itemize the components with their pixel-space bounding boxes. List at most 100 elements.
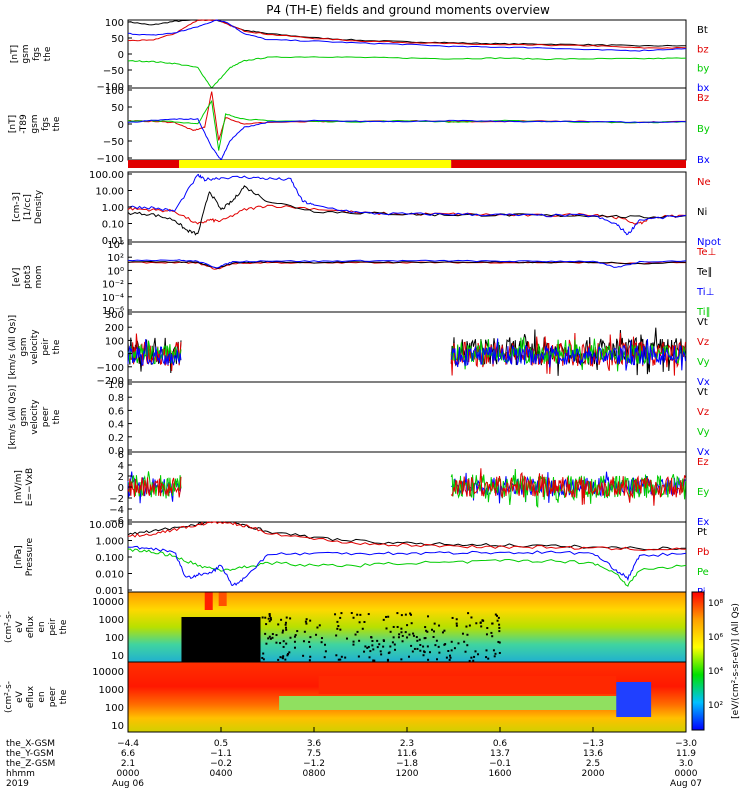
x-tick-label: 1200 [396, 769, 419, 779]
y-axis-label: [cm-3] [12, 192, 22, 222]
y-tick-label: 0.001 [95, 586, 124, 597]
spectrogram-speckle [441, 631, 444, 634]
spectrogram-speckle [356, 613, 359, 616]
spectrogram-speckle [422, 654, 425, 657]
spectrogram-speckle [303, 630, 306, 633]
spectrogram-speckle [340, 655, 343, 658]
spectrogram-speckle [411, 650, 414, 653]
y-axis-label: ptot3 [23, 265, 33, 289]
spectrogram-speckle [358, 621, 361, 624]
x-tick-label: −0.2 [210, 759, 232, 769]
spectrogram-speckle [401, 640, 404, 643]
legend-entry: Vz [697, 407, 709, 418]
y-tick-label: 10.000 [89, 520, 124, 531]
spectrogram-speckle [286, 654, 289, 657]
spectrogram-speckle [485, 656, 488, 659]
series-line [450, 468, 686, 509]
spectrogram-speckle [455, 622, 458, 625]
spectrogram-speckle [318, 624, 321, 627]
x-row-label: the_X-GSM [6, 739, 55, 749]
y-tick-label: −100 [97, 154, 124, 165]
panel-frame [127, 521, 687, 593]
y-axis-label: gsm [30, 114, 40, 133]
spectrogram-speckle [361, 627, 364, 630]
x-tick-label: 2.3 [400, 739, 414, 749]
y-tick-label: −50 [103, 137, 124, 148]
x-tick-label: −1.2 [303, 759, 325, 769]
spectrogram-speckle [419, 649, 422, 652]
spectrogram-speckle [494, 652, 497, 655]
spectrogram-speckle [498, 626, 501, 629]
y-tick-label: 0.010 [95, 570, 124, 581]
y-axis-label: mom [34, 265, 44, 288]
x-tick-label: 0400 [210, 769, 233, 779]
spectrogram-speckle [463, 640, 466, 643]
y-axis-label: the [52, 116, 62, 131]
spectrogram-speckle [352, 616, 355, 619]
y-tick-label: 1.0 [108, 380, 124, 391]
series-line [127, 521, 687, 551]
legend-entry: By [697, 124, 710, 135]
spectrogram-speckle [316, 626, 319, 629]
panel-peer_spectrogram: 10000 1000 100 10 thepeerenefluxeV(cm²-s-sr-… [0, 661, 687, 733]
y-axis-label: [mV/m] [14, 470, 24, 504]
x-tick-label: −1.1 [210, 749, 232, 759]
y-tick-label: 6 [118, 450, 124, 461]
y-tick-label: −6 [109, 516, 124, 527]
spectrogram-speckle [470, 616, 473, 619]
spectrogram-speckle [340, 612, 343, 615]
spectrogram-speckle [485, 649, 488, 652]
legend-entry: bx [697, 83, 709, 94]
legend-entry: Te⊥ [696, 247, 716, 258]
spectrogram-speckle [474, 650, 477, 653]
y-tick-label: 0 [118, 50, 124, 61]
colorbar: 10⁸ 10⁶ 10⁴ 10² [eV/(cm²-s-sr-eV)] (All Qs) [691, 591, 741, 731]
spectrogram-speckle [334, 613, 337, 616]
spectrogram-speckle [480, 625, 483, 628]
spectrogram-speckle [249, 627, 252, 630]
spectrogram-speckle [400, 627, 403, 630]
spectrogram-speckle [352, 640, 355, 643]
spectrogram-speckle [309, 655, 312, 658]
y-axis-label: the [52, 339, 62, 354]
y-tick-label: 50 [111, 34, 124, 45]
spectrogram-speckle [371, 644, 374, 647]
y-axis-label: the [59, 689, 69, 704]
panels: 100500−50−100thefgsgsm[nT]Btbzbybx100500… [0, 18, 721, 733]
legend-entry: by [697, 64, 709, 75]
spectrogram-speckle [413, 647, 416, 650]
y-tick-label: 200 [105, 323, 124, 334]
series-line [127, 260, 687, 269]
y-tick-label: 10⁶ [107, 240, 124, 251]
spectrogram-speckle [468, 624, 471, 627]
spectrogram-speckle [427, 658, 430, 661]
spectrogram-speckle [305, 618, 308, 621]
spectrogram-speckle [392, 636, 395, 639]
spectrogram-speckle [401, 634, 404, 637]
spectrogram-speckle [415, 636, 418, 639]
spectrogram-speckle [385, 615, 388, 618]
colorbar-tick-label: 10⁸ [708, 599, 723, 609]
spectrogram-speckle [284, 623, 287, 626]
x-tick-label: −4.4 [117, 739, 139, 749]
spectrogram-speckle [432, 636, 435, 639]
legend-entry: Bx [697, 155, 710, 166]
legend-entry: Ti⊥ [696, 287, 714, 298]
y-tick-label: 0.10 [102, 220, 124, 231]
spectrogram-band [318, 676, 617, 694]
spectrogram-speckle [315, 633, 318, 636]
y-tick-label: 1000 [99, 615, 124, 626]
spectrogram-speckle [281, 631, 284, 634]
spectrogram-speckle [435, 658, 438, 661]
spectrogram-speckle [470, 656, 473, 659]
spectrogram-speckle [391, 641, 394, 644]
spectrogram-speckle [433, 622, 436, 625]
y-axis-label: (cm²-s- [4, 681, 14, 713]
y-axis-label: E=−VxB [25, 468, 35, 506]
series-line [127, 339, 182, 367]
x-tick-label: 11.6 [397, 749, 417, 759]
x-tick-label: 3.0 [679, 759, 694, 769]
spectrogram-speckle [368, 656, 371, 659]
y-axis-label: eV [15, 620, 25, 633]
